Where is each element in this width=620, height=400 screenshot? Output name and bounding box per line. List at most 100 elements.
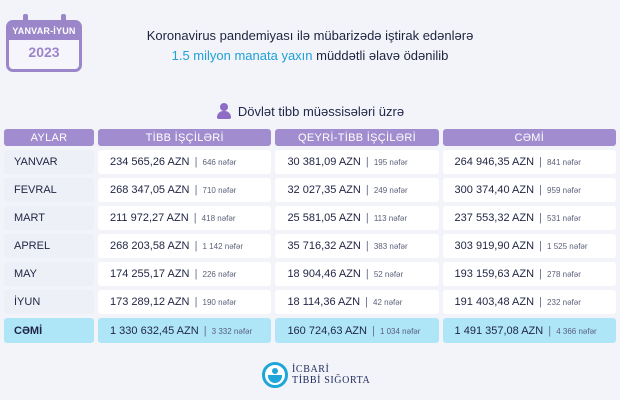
- table-row: APREL 268 203,58 AZN | 1 142 nəfər 35 716,…: [4, 234, 616, 258]
- separator: |: [539, 296, 542, 308]
- value-cell: 268 347,05 AZN | 710 nəfər: [98, 178, 272, 202]
- value-cell: 174 255,17 AZN | 226 nəfər: [98, 262, 272, 286]
- people-count: 710 nəfər: [202, 186, 237, 195]
- amount: 32 027,35 AZN: [287, 184, 361, 196]
- logo-line-1: İCBARİ: [292, 364, 330, 375]
- amount: 35 716,32 AZN: [287, 240, 361, 252]
- separator: |: [194, 184, 198, 196]
- amount: 160 724,63 AZN: [287, 324, 367, 337]
- value-cell: 25 581,05 AZN | 113 nəfər: [275, 206, 439, 230]
- separator: |: [548, 324, 552, 337]
- value-cell: 173 289,12 AZN | 190 nəfər: [98, 290, 272, 314]
- separator: |: [194, 156, 198, 168]
- separator: |: [539, 268, 542, 280]
- person-icon: [216, 103, 232, 119]
- insurance-logo-icon: [262, 362, 288, 388]
- amount: 1 491 357,08 AZN: [454, 324, 544, 337]
- value-cell: 268 203,58 AZN | 1 142 nəfər: [98, 234, 272, 258]
- month-cell: MART: [4, 206, 94, 230]
- people-count: 383 nəfər: [373, 242, 408, 251]
- value-cell: 32 027,35 AZN | 249 nəfər: [275, 178, 439, 202]
- separator: |: [539, 240, 542, 252]
- amount: 268 203,58 AZN: [110, 240, 190, 252]
- separator: |: [194, 296, 198, 308]
- value-cell: 35 716,32 AZN | 383 nəfər: [275, 234, 439, 258]
- calendar-icon: YANVAR-İYUN 2023: [6, 14, 82, 72]
- people-count: 232 nəfər: [547, 298, 581, 307]
- separator: |: [193, 212, 197, 224]
- value-cell: 303 919,90 AZN | 1 525 nəfər: [442, 234, 616, 258]
- people-count: 249 nəfər: [373, 186, 408, 195]
- people-count: 646 nəfər: [202, 158, 237, 167]
- table-body: YANVAR 234 565,26 AZN | 646 nəfər 30 381,0…: [4, 150, 616, 343]
- amount: 191 403,48 AZN: [454, 296, 535, 308]
- amount: 264 946,35 AZN: [454, 156, 535, 168]
- separator: |: [194, 268, 198, 280]
- payments-table: AYLAR TİBB İŞÇİLƏRİ QEYRİ-TİBB İŞÇİLƏRİ …: [0, 125, 620, 347]
- people-count: 190 nəfər: [202, 298, 237, 307]
- value-cell: 234 565,26 AZN | 646 nəfər: [98, 150, 272, 174]
- column-header: TİBB İŞÇİLƏRİ: [98, 129, 272, 146]
- amount: 18 904,46 AZN: [287, 268, 361, 280]
- value-cell: 18 114,36 AZN | 42 nəfər: [275, 290, 439, 314]
- amount: 268 347,05 AZN: [110, 184, 190, 196]
- value-cell: 191 403,48 AZN | 232 nəfər: [442, 290, 616, 314]
- people-count: 4 366 nəfər: [556, 326, 597, 336]
- column-header: AYLAR: [4, 129, 94, 146]
- separator: |: [365, 156, 369, 168]
- people-count: 113 nəfər: [373, 214, 408, 223]
- value-cell: 193 159,63 AZN | 278 nəfər: [442, 262, 616, 286]
- people-count: 418 nəfər: [201, 214, 236, 223]
- amount: 174 255,17 AZN: [110, 268, 190, 280]
- title-line-2: 1.5 milyon manata yaxın müddətli əlavə ö…: [0, 47, 620, 65]
- separator: |: [372, 324, 375, 337]
- people-count: 52 nəfər: [373, 270, 404, 279]
- amount: 18 114,36 AZN: [287, 296, 361, 308]
- month-cell: APREL: [4, 234, 94, 258]
- value-cell: 18 904,46 AZN | 52 nəfər: [275, 262, 439, 286]
- separator: |: [539, 212, 542, 224]
- month-cell: CƏMİ: [4, 318, 94, 343]
- people-count: 3 332 nəfər: [211, 326, 253, 336]
- value-cell: 1 330 632,45 AZN | 3 332 nəfər: [98, 318, 272, 343]
- value-cell: 1 491 357,08 AZN | 4 366 nəfər: [442, 318, 616, 343]
- period-label: YANVAR-İYUN: [9, 23, 79, 40]
- column-header: QEYRİ-TİBB İŞÇİLƏRİ: [275, 129, 439, 146]
- column-header: CƏMİ: [442, 129, 616, 146]
- people-count: 959 nəfər: [547, 186, 581, 195]
- people-count: 195 nəfər: [373, 158, 408, 167]
- title-highlight: 1.5 milyon manata yaxın: [171, 48, 313, 63]
- table-row: MART 211 972,27 AZN | 418 nəfər 25 581,05 …: [4, 206, 616, 230]
- value-cell: 300 374,40 AZN | 959 nəfər: [442, 178, 616, 202]
- people-count: 278 nəfər: [547, 270, 581, 279]
- calendar-ring: [23, 14, 28, 26]
- section-heading: Dövlət tibb müəssisələri üzrə: [0, 100, 620, 122]
- separator: |: [365, 296, 368, 308]
- table-row: MAY 174 255,17 AZN | 226 nəfər 18 904,46 A…: [4, 262, 616, 286]
- logo-text: İCBARİ TİBBİ SIĞORTA: [292, 364, 370, 386]
- people-count: 531 nəfər: [547, 214, 581, 223]
- separator: |: [539, 184, 542, 196]
- section-title: Dövlət tibb müəssisələri üzrə: [237, 103, 405, 119]
- value-cell: 264 946,35 AZN | 841 nəfər: [442, 150, 616, 174]
- title-rest: müddətli əlavə ödənilib: [312, 48, 449, 63]
- month-cell: FEVRAL: [4, 178, 94, 202]
- amount: 300 374,40 AZN: [454, 184, 535, 196]
- people-count: 1 034 nəfər: [379, 326, 421, 336]
- people-count: 841 nəfər: [547, 158, 581, 167]
- month-cell: MAY: [4, 262, 94, 286]
- table-row: YANVAR 234 565,26 AZN | 646 nəfər 30 381,0…: [4, 150, 616, 174]
- amount: 234 565,26 AZN: [110, 156, 190, 168]
- table-row: İYUN 173 289,12 AZN | 190 nəfər 18 114,36 …: [4, 290, 616, 314]
- people-count: 226 nəfər: [202, 270, 237, 279]
- amount: 237 553,32 AZN: [454, 212, 535, 224]
- amount: 25 581,05 AZN: [287, 212, 361, 224]
- insurance-logo: İCBARİ TİBBİ SIĞORTA: [262, 360, 370, 390]
- table-header-row: AYLAR TİBB İŞÇİLƏRİ QEYRİ-TİBB İŞÇİLƏRİ …: [4, 129, 616, 146]
- logo-line-2: TİBBİ SIĞORTA: [292, 375, 371, 386]
- amount: 303 919,90 AZN: [454, 240, 535, 252]
- calendar-ring: [61, 14, 66, 26]
- separator: |: [365, 240, 369, 252]
- amount: 173 289,12 AZN: [110, 296, 190, 308]
- value-cell: 211 972,27 AZN | 418 nəfər: [98, 206, 272, 230]
